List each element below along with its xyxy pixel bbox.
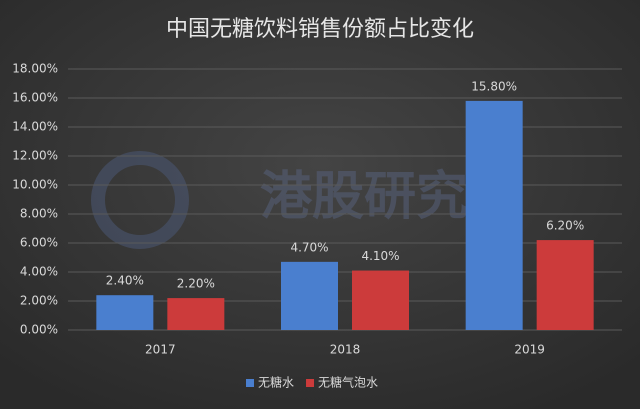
y-tick-label: 2.00% [20,294,58,308]
chart-title: 中国无糖饮料销售份额占比变化 [166,17,474,42]
bar [352,270,409,330]
x-tick-label: 2019 [514,343,545,357]
y-tick-label: 18.00% [12,62,58,76]
y-tick-label: 4.00% [20,265,58,279]
value-label: 4.10% [361,249,399,263]
bar [536,240,594,330]
y-tick-label: 10.00% [12,178,58,192]
legend-swatch [306,379,315,387]
y-tick-label: 14.00% [12,120,58,134]
value-label: 15.80% [471,79,517,93]
y-tick-label: 12.00% [12,149,58,163]
y-tick-label: 16.00% [12,91,58,105]
y-tick-label: 8.00% [20,207,58,221]
y-tick-label: 6.00% [20,236,58,250]
value-label: 4.70% [290,240,328,254]
value-label: 2.20% [177,277,215,291]
bar [96,295,154,330]
bar [281,261,338,330]
value-label: 6.20% [546,219,584,233]
x-tick-label: 2017 [145,343,176,357]
legend-label: 无糖气泡水 [318,375,378,390]
y-tick-label: 0.00% [20,323,58,337]
value-label: 2.40% [106,274,144,288]
bar [167,298,225,330]
x-tick-label: 2018 [330,343,361,357]
bar [465,100,523,331]
legend-swatch [246,379,254,387]
watermark-logo [91,151,189,249]
legend-label: 无糖水 [258,375,294,390]
